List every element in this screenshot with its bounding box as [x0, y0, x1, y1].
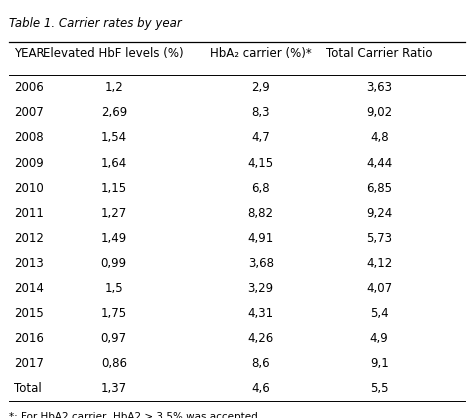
Text: Total Carrier Ratio: Total Carrier Ratio: [326, 47, 432, 60]
Text: 1,64: 1,64: [100, 156, 127, 170]
Text: 4,6: 4,6: [251, 382, 270, 395]
Text: 4,26: 4,26: [247, 332, 274, 345]
Text: 1,37: 1,37: [100, 382, 127, 395]
Text: 2016: 2016: [14, 332, 44, 345]
Text: 9,02: 9,02: [366, 106, 392, 120]
Text: 8,3: 8,3: [251, 106, 270, 120]
Text: Table 1. Carrier rates by year: Table 1. Carrier rates by year: [9, 17, 182, 30]
Text: 2014: 2014: [14, 282, 44, 295]
Text: 9,1: 9,1: [370, 357, 389, 370]
Text: 0,97: 0,97: [100, 332, 127, 345]
Text: 2006: 2006: [14, 81, 44, 94]
Text: 5,73: 5,73: [366, 232, 392, 245]
Text: *: For HbA2 carrier, HbA2 > 3.5% was accepted.: *: For HbA2 carrier, HbA2 > 3.5% was acc…: [9, 412, 262, 418]
Text: 2015: 2015: [14, 307, 44, 320]
Text: 5,5: 5,5: [370, 382, 389, 395]
Text: 1,27: 1,27: [100, 206, 127, 220]
Text: 1,75: 1,75: [100, 307, 127, 320]
Text: 2013: 2013: [14, 257, 44, 270]
Text: 4,44: 4,44: [366, 156, 392, 170]
Text: HbA₂ carrier (%)*: HbA₂ carrier (%)*: [210, 47, 311, 60]
Text: 2008: 2008: [14, 131, 44, 145]
Text: 2010: 2010: [14, 181, 44, 195]
Text: 4,31: 4,31: [247, 307, 274, 320]
Text: 4,7: 4,7: [251, 131, 270, 145]
Text: 4,12: 4,12: [366, 257, 392, 270]
Text: 1,2: 1,2: [104, 81, 123, 94]
Text: 4,91: 4,91: [247, 232, 274, 245]
Text: 4,07: 4,07: [366, 282, 392, 295]
Text: 4,8: 4,8: [370, 131, 389, 145]
Text: YEAR: YEAR: [14, 47, 45, 60]
Text: 2017: 2017: [14, 357, 44, 370]
Text: 4,9: 4,9: [370, 332, 389, 345]
Text: 8,6: 8,6: [251, 357, 270, 370]
Text: 2,9: 2,9: [251, 81, 270, 94]
Text: 1,54: 1,54: [100, 131, 127, 145]
Text: Total: Total: [14, 382, 42, 395]
Text: 9,24: 9,24: [366, 206, 392, 220]
Text: 3,29: 3,29: [247, 282, 274, 295]
Text: 0,99: 0,99: [100, 257, 127, 270]
Text: 1,15: 1,15: [100, 181, 127, 195]
Text: 5,4: 5,4: [370, 307, 389, 320]
Text: 2012: 2012: [14, 232, 44, 245]
Text: 0,86: 0,86: [101, 357, 127, 370]
Text: 3,68: 3,68: [248, 257, 273, 270]
Text: 6,8: 6,8: [251, 181, 270, 195]
Text: 2011: 2011: [14, 206, 44, 220]
Text: 2,69: 2,69: [100, 106, 127, 120]
Text: 3,63: 3,63: [366, 81, 392, 94]
Text: 4,15: 4,15: [247, 156, 274, 170]
Text: 1,5: 1,5: [104, 282, 123, 295]
Text: 6,85: 6,85: [366, 181, 392, 195]
Text: 1,49: 1,49: [100, 232, 127, 245]
Text: Elevated HbF levels (%): Elevated HbF levels (%): [44, 47, 184, 60]
Text: 8,82: 8,82: [248, 206, 273, 220]
Text: 2007: 2007: [14, 106, 44, 120]
Text: 2009: 2009: [14, 156, 44, 170]
